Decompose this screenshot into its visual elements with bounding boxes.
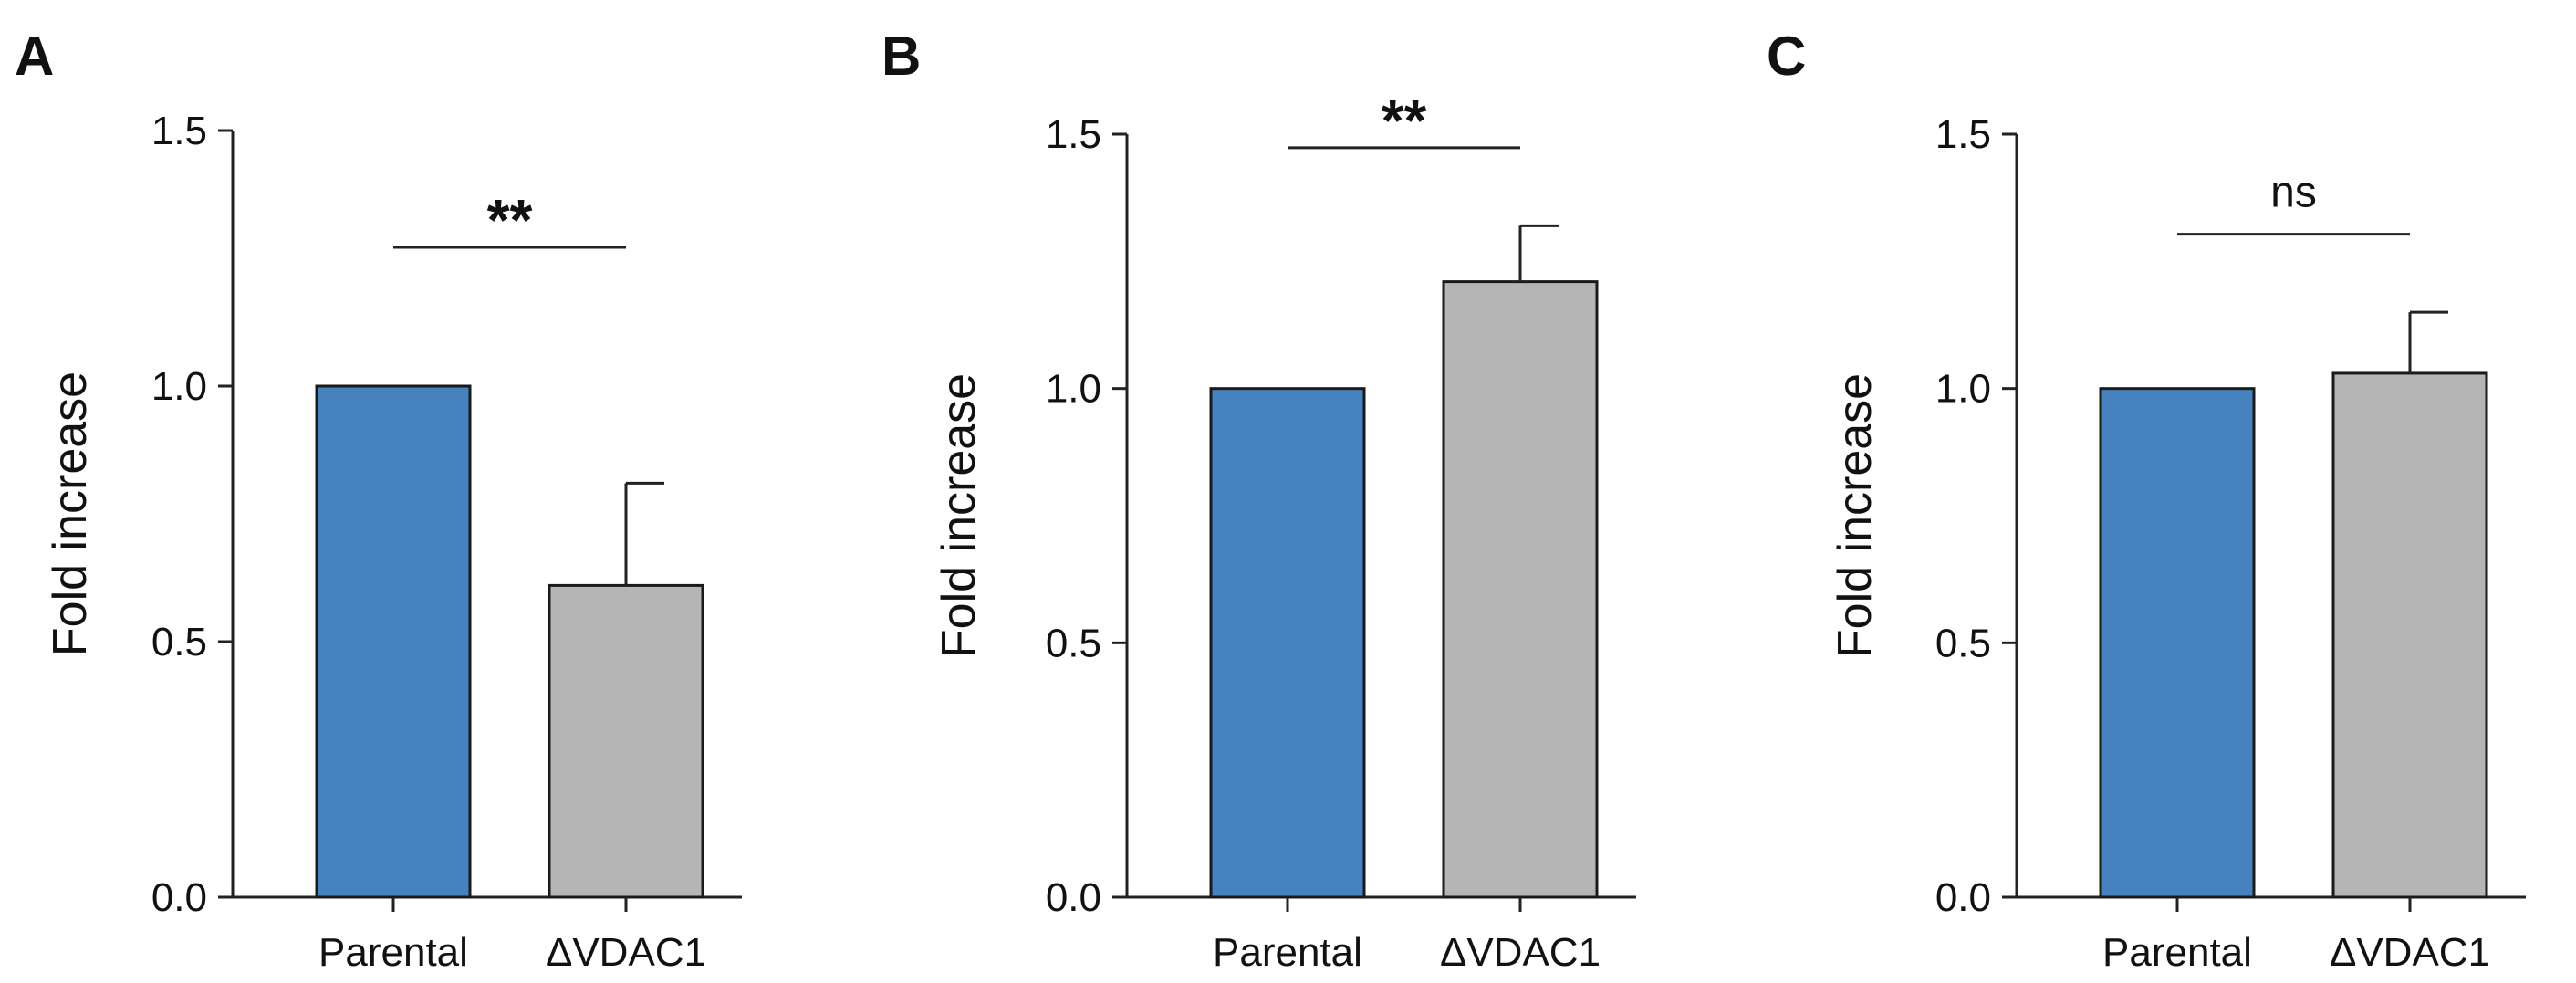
chart-panel-a: A Fold increase 0.0 0.5 1.0 1.5 Parental ΔVDAC1…	[15, 26, 742, 975]
panel-letter: A	[15, 26, 54, 87]
y-tick-label: 1.0	[151, 364, 207, 409]
significance-label: **	[1382, 88, 1427, 153]
significance-label: ns	[2270, 169, 2317, 217]
bar-delta-vdac1	[548, 583, 704, 899]
significance-label: **	[487, 187, 533, 253]
panel-letter: C	[1767, 26, 1806, 87]
y-axis-title: Fold increase	[44, 371, 97, 656]
y-tick-label: 1.0	[1935, 367, 1991, 412]
y-tick-label: 0.5	[151, 620, 207, 664]
y-tick-label: 0.0	[1935, 875, 1991, 920]
x-category-label: Parental	[1213, 930, 1362, 975]
y-tick-label: 1.5	[1935, 112, 1991, 157]
chart-panel-c: C Fold increase 0.0 0.5 1.0 1.5 Parental ΔVDAC1…	[1767, 26, 2526, 975]
y-tick-label: 0.0	[151, 875, 207, 920]
bar-parental	[315, 384, 472, 899]
panel-letter: B	[881, 26, 921, 87]
x-category-label: ΔVDAC1	[546, 930, 706, 975]
y-tick-label: 0.5	[1935, 621, 1991, 665]
bar-delta-vdac1	[2331, 371, 2488, 899]
y-axis-title: Fold increase	[933, 373, 986, 658]
x-category-label: ΔVDAC1	[2330, 930, 2490, 975]
chart-panel-b: B Fold increase 0.0 0.5 1.0 1.5 Parental ΔVDAC1…	[881, 26, 1636, 975]
y-tick-label: 1.0	[1046, 367, 1101, 412]
bar-delta-vdac1	[1442, 280, 1599, 899]
y-tick-label: 0.0	[1046, 875, 1101, 920]
y-tick-label: 1.5	[151, 109, 207, 153]
x-category-label: ΔVDAC1	[1440, 930, 1601, 975]
y-tick-label: 1.5	[1046, 112, 1101, 157]
x-category-label: Parental	[318, 930, 468, 975]
y-axis-title: Fold increase	[1829, 373, 1882, 658]
x-category-label: Parental	[2102, 930, 2252, 975]
bar-parental	[1209, 387, 1366, 899]
bar-parental	[2099, 387, 2256, 899]
y-tick-label: 0.5	[1046, 621, 1101, 665]
